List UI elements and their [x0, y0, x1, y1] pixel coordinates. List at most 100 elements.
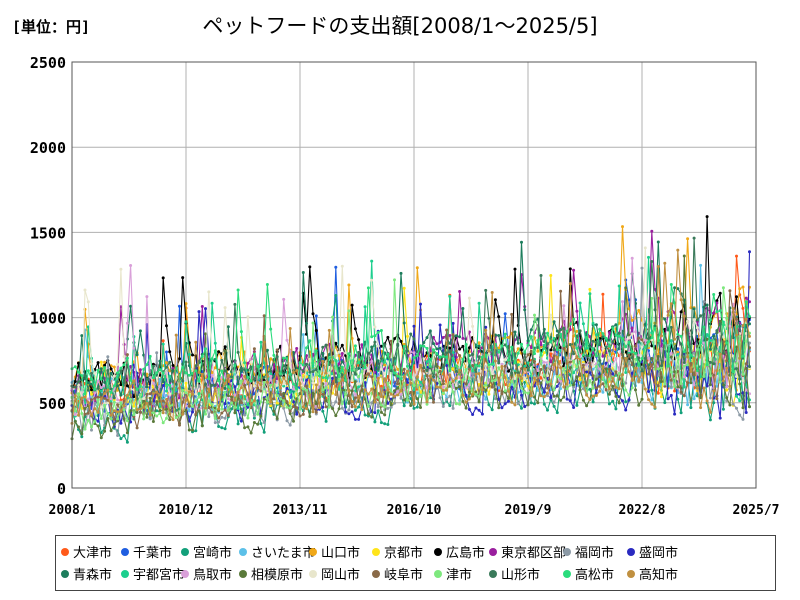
data-point — [617, 372, 621, 375]
data-point — [741, 285, 745, 289]
data-point — [594, 365, 598, 369]
data-point — [562, 347, 566, 351]
data-point — [90, 388, 93, 392]
data-point — [542, 351, 546, 355]
data-point — [213, 421, 217, 425]
data-point — [419, 380, 422, 384]
data-point — [744, 296, 748, 300]
data-point — [529, 394, 533, 398]
data-point — [643, 356, 647, 360]
data-point — [448, 334, 452, 337]
data-point — [151, 392, 155, 395]
data-point — [168, 383, 172, 387]
data-point — [129, 397, 133, 401]
data-point — [712, 362, 716, 366]
data-point — [122, 355, 126, 358]
data-point — [588, 387, 592, 391]
data-point — [748, 365, 751, 368]
data-point — [647, 255, 650, 259]
data-point — [308, 339, 312, 343]
x-tick-label: 2013/11 — [273, 503, 328, 518]
data-point — [275, 383, 279, 387]
data-point — [376, 344, 380, 348]
data-point — [194, 399, 198, 403]
data-point — [311, 381, 315, 385]
data-point — [366, 351, 370, 355]
data-point — [692, 307, 696, 311]
data-point — [161, 384, 165, 387]
data-point — [200, 372, 204, 376]
data-point — [213, 366, 217, 370]
data-point — [125, 384, 129, 388]
data-point — [324, 376, 328, 380]
data-point — [539, 394, 543, 398]
data-point — [630, 332, 634, 336]
data-point — [106, 412, 110, 416]
data-point — [311, 312, 315, 316]
data-point — [252, 414, 256, 418]
data-point — [197, 379, 201, 383]
data-point — [630, 326, 634, 330]
data-point — [73, 413, 77, 417]
data-point — [562, 344, 566, 348]
data-point — [568, 383, 572, 387]
data-point — [145, 415, 149, 419]
data-point — [744, 317, 748, 321]
data-point — [611, 364, 615, 368]
data-point — [568, 282, 572, 286]
data-point — [454, 349, 458, 353]
data-point — [415, 405, 419, 409]
data-point — [246, 375, 250, 379]
data-point — [552, 348, 556, 352]
data-point — [295, 368, 299, 372]
data-point — [441, 365, 445, 369]
data-point — [575, 329, 579, 333]
data-point — [223, 345, 227, 349]
data-point — [464, 400, 468, 404]
data-point — [588, 354, 592, 358]
data-point — [350, 368, 354, 372]
data-point — [634, 330, 637, 334]
data-point — [155, 390, 159, 394]
data-point — [432, 335, 435, 339]
data-point — [376, 405, 380, 409]
data-point — [125, 419, 129, 423]
data-point — [135, 408, 139, 412]
data-point — [568, 366, 572, 370]
data-point — [314, 373, 318, 377]
data-point — [314, 329, 318, 332]
data-point — [243, 413, 247, 417]
data-point — [243, 375, 247, 378]
data-point — [262, 314, 266, 318]
data-point — [415, 368, 419, 372]
data-point — [99, 393, 103, 397]
data-point — [660, 380, 663, 383]
data-point — [432, 378, 435, 382]
data-point — [529, 346, 533, 350]
data-point — [226, 408, 230, 412]
data-point — [624, 408, 628, 412]
data-point — [269, 400, 273, 404]
data-point — [624, 286, 628, 290]
data-point — [402, 367, 406, 371]
data-point — [419, 344, 422, 348]
data-point — [318, 406, 321, 410]
data-point — [441, 385, 445, 389]
data-point — [640, 266, 644, 270]
data-point — [549, 348, 553, 352]
data-point — [213, 386, 217, 390]
data-point — [288, 327, 292, 330]
data-point — [428, 374, 432, 378]
data-point — [376, 409, 380, 413]
data-point — [204, 383, 207, 387]
data-point — [660, 364, 663, 368]
data-point — [292, 405, 295, 408]
data-point — [194, 369, 198, 373]
data-point — [178, 386, 181, 390]
data-point — [575, 356, 579, 360]
data-point — [308, 393, 312, 397]
data-point — [178, 304, 181, 308]
data-point — [738, 324, 742, 328]
data-point — [562, 326, 566, 330]
data-point — [526, 375, 530, 378]
